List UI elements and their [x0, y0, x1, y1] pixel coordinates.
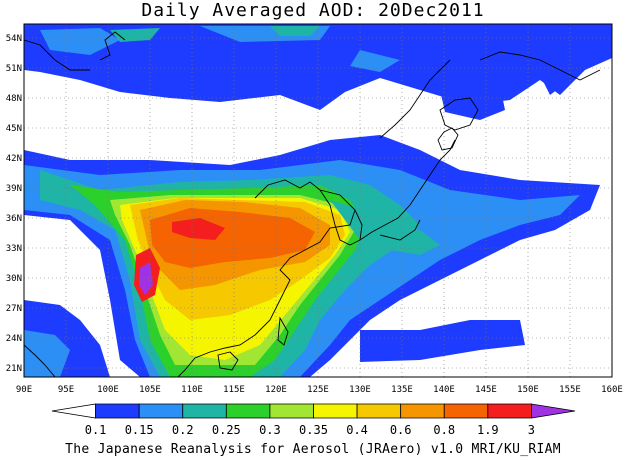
colorbar-segment: [313, 403, 358, 419]
colorbar-label: 0.3: [259, 423, 281, 437]
colorbar-label: 0.35: [299, 423, 328, 437]
colorbar-segment: [443, 403, 489, 419]
lat-tick-33N: 33N: [6, 244, 22, 254]
longitude-tick-labels: 90E 95E 100E 105E 110E 115E 120E 125E 130E 135E 14…: [16, 385, 623, 395]
lon-tick-145E: 145E: [475, 385, 497, 395]
lon-tick-90E: 90E: [16, 385, 32, 395]
lat-tick-27N: 27N: [6, 304, 22, 314]
colorbar-label: 0.15: [125, 423, 154, 437]
lon-tick-120E: 120E: [265, 385, 287, 395]
credit-text: The Japanese Reanalysis for Aerosol (JRA…: [65, 442, 561, 457]
latitude-tick-labels: 54N 51N 48N 45N 42N 39N 36N 33N 30N 27N 24N 21N: [6, 34, 22, 374]
aod-field: [24, 24, 612, 377]
colorbar-label: 0.6: [390, 423, 412, 437]
lat-tick-42N: 42N: [6, 154, 22, 164]
map-frame: [23, 23, 613, 378]
colorbar-label: 0.25: [212, 423, 241, 437]
colorbar-segment: [95, 403, 140, 419]
colorbar-segment: [531, 403, 576, 419]
lon-tick-105E: 105E: [139, 385, 161, 395]
lon-tick-160E: 160E: [601, 385, 623, 395]
lat-tick-48N: 48N: [6, 94, 22, 104]
colorbar-label: 3: [528, 423, 535, 437]
lat-tick-36N: 36N: [6, 214, 22, 224]
grid-lines: [24, 24, 612, 377]
lat-tick-21N: 21N: [6, 364, 22, 374]
lon-tick-100E: 100E: [97, 385, 119, 395]
colorbar: [51, 403, 576, 419]
lat-tick-24N: 24N: [6, 334, 22, 344]
lon-tick-150E: 150E: [517, 385, 539, 395]
colorbar-label: 1.9: [477, 423, 499, 437]
lat-tick-30N: 30N: [6, 274, 22, 284]
lat-tick-54N: 54N: [6, 34, 22, 44]
colorbar-segment: [225, 403, 271, 419]
lon-tick-115E: 115E: [223, 385, 245, 395]
lon-tick-125E: 125E: [307, 385, 329, 395]
lat-tick-45N: 45N: [6, 124, 22, 134]
lon-tick-135E: 135E: [391, 385, 413, 395]
colorbar-label: 0.1: [85, 423, 107, 437]
colorbar-segment: [400, 403, 445, 419]
coastlines: [24, 31, 601, 377]
lon-tick-110E: 110E: [181, 385, 203, 395]
lon-tick-155E: 155E: [559, 385, 581, 395]
colorbar-segment: [182, 403, 227, 419]
colorbar-label: 0.8: [433, 423, 455, 437]
colorbar-labels: 0.1 0.15 0.2 0.25 0.3 0.35 0.4 0.6 0.8 1.9 3: [85, 423, 535, 437]
colorbar-segment: [487, 403, 532, 419]
colorbar-segment: [269, 403, 314, 419]
colorbar-segment: [51, 403, 96, 419]
lat-tick-51N: 51N: [6, 64, 22, 74]
colorbar-label: 0.2: [172, 423, 194, 437]
map-title: Daily Averaged AOD: 20Dec2011: [141, 0, 485, 21]
lon-tick-95E: 95E: [58, 385, 74, 395]
lon-tick-140E: 140E: [433, 385, 455, 395]
colorbar-segment: [356, 403, 402, 419]
colorbar-label: 0.4: [346, 423, 368, 437]
lon-tick-130E: 130E: [349, 385, 371, 395]
colorbar-segment: [138, 403, 184, 419]
lat-tick-39N: 39N: [6, 184, 22, 194]
